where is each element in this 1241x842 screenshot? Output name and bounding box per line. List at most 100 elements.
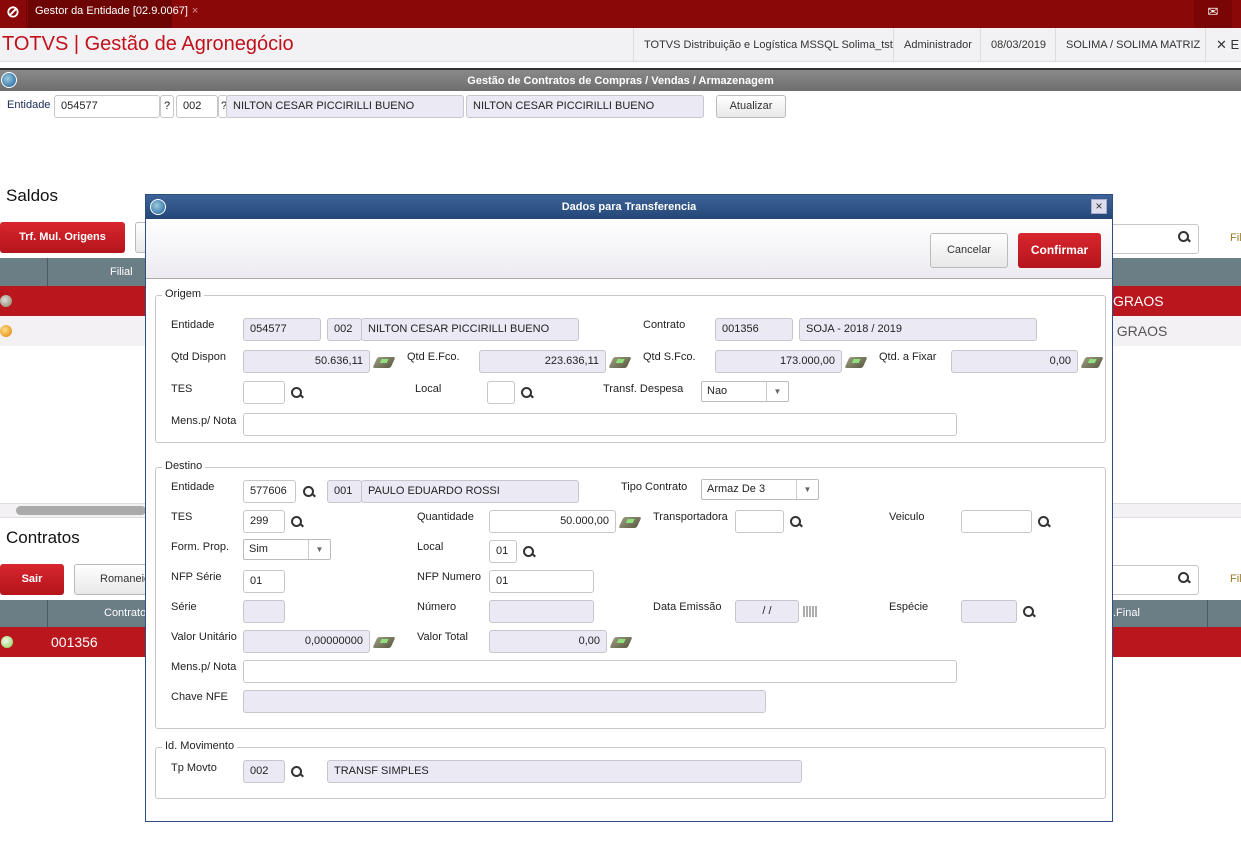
calendar-icon[interactable] (803, 606, 818, 617)
label: Transf. Despesa (603, 383, 684, 395)
tab-gestor-entidade[interactable]: Gestor da Entidade [02.9.0067] × (28, 0, 198, 28)
label: Mens.p/ Nota (171, 661, 237, 673)
destino-local-input[interactable]: 01 (489, 540, 517, 563)
transportadora-input[interactable] (735, 510, 784, 533)
romaneio-button[interactable]: Romaneio (74, 564, 154, 595)
exit-button[interactable]: ✕ E (1205, 28, 1241, 62)
search-icon[interactable] (1177, 230, 1191, 244)
origem-contrato-desc-field: SOJA - 2018 / 2019 (799, 318, 1037, 341)
origem-group: Origem (155, 288, 1106, 443)
destino-legend: Destino (162, 460, 206, 472)
environment-label: TOTVS Distribuição e Logística MSSQL Sol… (633, 28, 903, 62)
sair-button[interactable]: Sair (0, 564, 64, 595)
label: Espécie (889, 601, 929, 613)
column-header-filial[interactable]: Filial (110, 266, 133, 278)
transfer-dialog: Dados para Transferencia × Cancelar Conf… (145, 194, 1113, 822)
origem-loja-field: 002 (327, 318, 362, 341)
search-icon[interactable] (1022, 605, 1036, 619)
search-icon[interactable] (290, 386, 304, 400)
origem-tes-input[interactable] (243, 381, 285, 404)
refresh-button[interactable]: Atualizar (716, 95, 786, 118)
search-icon[interactable] (520, 386, 534, 400)
transf-despesa-select[interactable]: Nao ▼ (701, 381, 789, 402)
date-label: 08/03/2019 (980, 28, 1056, 62)
tp-movto-desc-field: TRANSF SIMPLES (327, 760, 802, 783)
dialog-close-button[interactable]: × (1091, 199, 1107, 214)
scrollbar-thumb[interactable] (16, 506, 146, 515)
label: Número (417, 601, 457, 613)
label: Entidade (171, 319, 215, 331)
contratos-title: Contratos (6, 528, 80, 547)
entity-label: Entidade (7, 99, 51, 111)
tp-movto-field[interactable]: 002 (243, 760, 285, 783)
row-text: GRAOS (1113, 293, 1164, 309)
app-title: TOTVS | Gestão de Agronegócio (2, 33, 294, 55)
select-value: Armaz De 3 (707, 483, 766, 495)
mail-icon[interactable]: ✉ (1194, 0, 1232, 28)
status-dot-icon (0, 325, 12, 337)
serie-field (243, 600, 285, 623)
chave-nfe-field (243, 690, 766, 713)
column-header-final[interactable]: .Final (1113, 607, 1140, 619)
confirm-button[interactable]: Confirmar (1018, 233, 1101, 268)
label: TES (171, 511, 193, 523)
totvs-logo-icon[interactable]: ⊘ (0, 0, 27, 28)
search-icon[interactable] (302, 485, 316, 499)
column-divider (47, 600, 48, 627)
search-icon[interactable] (789, 515, 803, 529)
search-icon[interactable] (290, 515, 304, 529)
search-icon[interactable] (522, 545, 536, 559)
quantidade-input[interactable]: 50.000,00 (489, 510, 616, 533)
entity-code-input[interactable]: 054577 (54, 95, 160, 118)
chevron-down-icon[interactable]: ▼ (766, 382, 788, 401)
origem-contrato-field: 001356 (715, 318, 793, 341)
form-prop-select[interactable]: Sim ▼ (243, 539, 331, 560)
entity-lookup-button[interactable]: ? (160, 95, 174, 118)
origem-mens-input[interactable] (243, 413, 957, 436)
cancel-button[interactable]: Cancelar (930, 233, 1008, 268)
numero-field (489, 600, 594, 623)
chevron-down-icon[interactable]: ▼ (796, 480, 818, 499)
label: Qtd E.Fco. (407, 351, 460, 363)
search-icon[interactable] (1177, 571, 1191, 585)
contratos-filter-link[interactable]: Filt (1230, 573, 1241, 585)
nfp-serie-input[interactable]: 01 (243, 570, 285, 593)
entity-store-input[interactable]: 002 (176, 95, 218, 118)
column-divider (1207, 600, 1208, 627)
veiculo-input[interactable] (961, 510, 1032, 533)
label: Valor Unitário (171, 631, 237, 643)
column-divider (47, 258, 48, 286)
destino-entidade-input[interactable]: 577606 (243, 480, 296, 503)
qtd-dispon-field: 50.636,11 (243, 350, 370, 373)
origem-local-input[interactable] (487, 381, 515, 404)
origem-entidade-field: 054577 (243, 318, 321, 341)
label: NFP Numero (417, 571, 481, 583)
tab-label: Gestor da Entidade [02.9.0067] (35, 5, 188, 17)
search-icon[interactable] (1037, 515, 1051, 529)
label: Veiculo (889, 511, 925, 523)
destino-nome-field: PAULO EDUARDO ROSSI (361, 480, 579, 503)
valor-total-field: 0,00 (489, 630, 607, 653)
tipo-contrato-select[interactable]: Armaz De 3 ▼ (701, 479, 819, 500)
qtd-sfco-field: 173.000,00 (715, 350, 842, 373)
saldos-filter-link[interactable]: Filt (1230, 232, 1241, 244)
chevron-down-icon[interactable]: ▼ (308, 540, 330, 559)
destino-tes-input[interactable]: 299 (243, 510, 285, 533)
search-icon[interactable] (290, 765, 304, 779)
label: Quantidade (417, 511, 474, 523)
movimento-legend: Id. Movimento (162, 740, 238, 752)
tab-close-icon[interactable]: × (191, 5, 199, 17)
window-icon (1, 72, 17, 88)
column-header-contrato[interactable]: Contrato (104, 607, 147, 619)
saldos-title: Saldos (6, 186, 58, 205)
dialog-icon (150, 199, 166, 215)
destino-mens-input[interactable] (243, 660, 957, 683)
label: Tp Movto (171, 762, 217, 774)
dialog-title: Dados para Transferencia (146, 195, 1112, 219)
app-header (0, 28, 1241, 62)
trf-mul-origens-button[interactable]: Trf. Mul. Origens (0, 222, 125, 253)
select-value: Nao (707, 385, 728, 397)
label: TES (171, 383, 193, 395)
especie-field (961, 600, 1017, 623)
nfp-numero-input[interactable]: 01 (489, 570, 594, 593)
